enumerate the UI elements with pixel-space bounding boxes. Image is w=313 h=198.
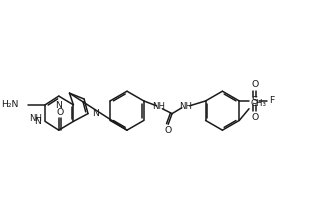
Text: O: O: [56, 108, 63, 117]
Text: O: O: [251, 113, 259, 122]
Text: CH₃: CH₃: [251, 99, 267, 108]
Text: H₂N: H₂N: [2, 100, 19, 109]
Text: O: O: [251, 80, 259, 89]
Text: N: N: [55, 101, 62, 110]
Text: O: O: [165, 126, 172, 135]
Text: NH: NH: [179, 102, 192, 111]
Text: F: F: [269, 96, 274, 106]
Text: NH: NH: [152, 102, 165, 111]
Text: N: N: [92, 109, 99, 118]
Text: NH: NH: [29, 114, 42, 123]
Text: S: S: [252, 96, 258, 106]
Text: N: N: [34, 117, 41, 126]
